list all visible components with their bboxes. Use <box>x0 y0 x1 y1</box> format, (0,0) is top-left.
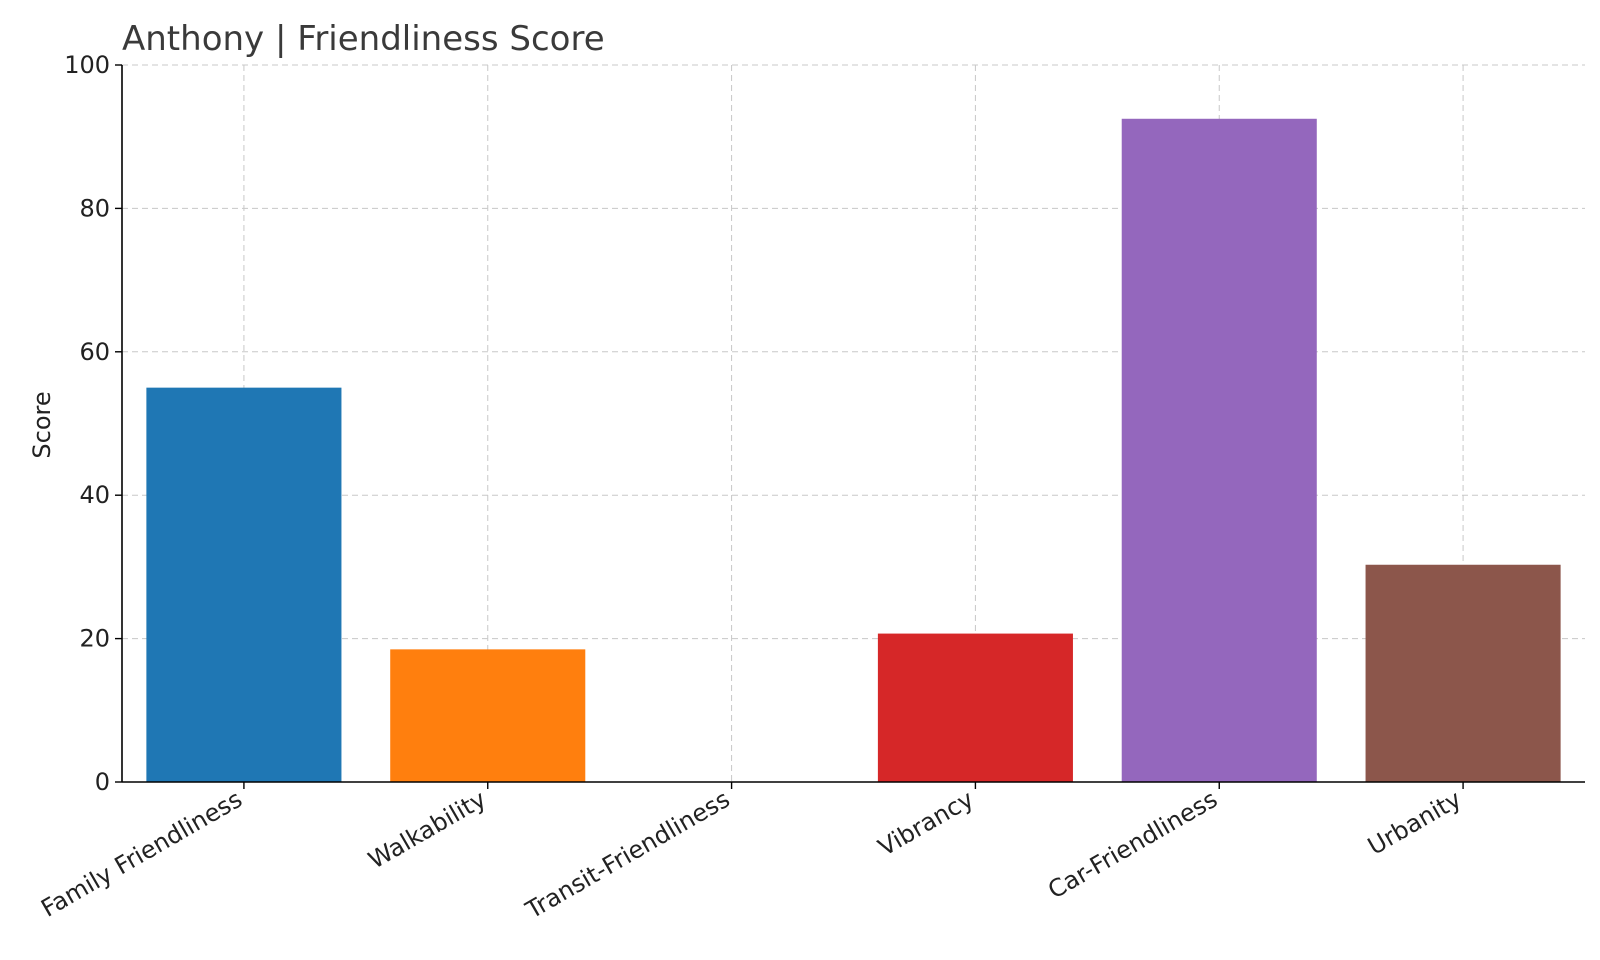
x-tick-label: Vibrancy <box>873 785 978 862</box>
bar <box>146 387 342 782</box>
y-tick-label: 60 <box>79 338 110 366</box>
x-ticks: Family Friendliness Walkability Transit-Fr… <box>36 782 1466 925</box>
x-tick-label: Car-Friendliness <box>1043 785 1222 905</box>
y-tick-label: 0 <box>95 768 110 796</box>
bar <box>390 649 586 782</box>
bars <box>146 118 1561 782</box>
y-tick-label: 100 <box>64 51 110 79</box>
x-tick-label: Walkability <box>364 785 491 875</box>
bar <box>877 633 1073 782</box>
y-tick-label: 40 <box>79 481 110 509</box>
y-ticks: 0 20 40 60 80 100 <box>64 51 122 796</box>
bar <box>1121 118 1317 782</box>
bar <box>1365 564 1561 782</box>
y-tick-label: 80 <box>79 194 110 222</box>
chart-title: Anthony | Friendliness Score <box>122 19 605 59</box>
gridlines <box>122 64 1585 782</box>
axes <box>121 65 1585 783</box>
x-tick-label: Family Friendliness <box>36 785 247 923</box>
y-tick-label: 20 <box>79 625 110 653</box>
x-tick-label: Urbanity <box>1363 785 1466 861</box>
x-tick-label: Transit-Friendliness <box>520 785 734 925</box>
y-axis-label: Score <box>28 391 56 458</box>
